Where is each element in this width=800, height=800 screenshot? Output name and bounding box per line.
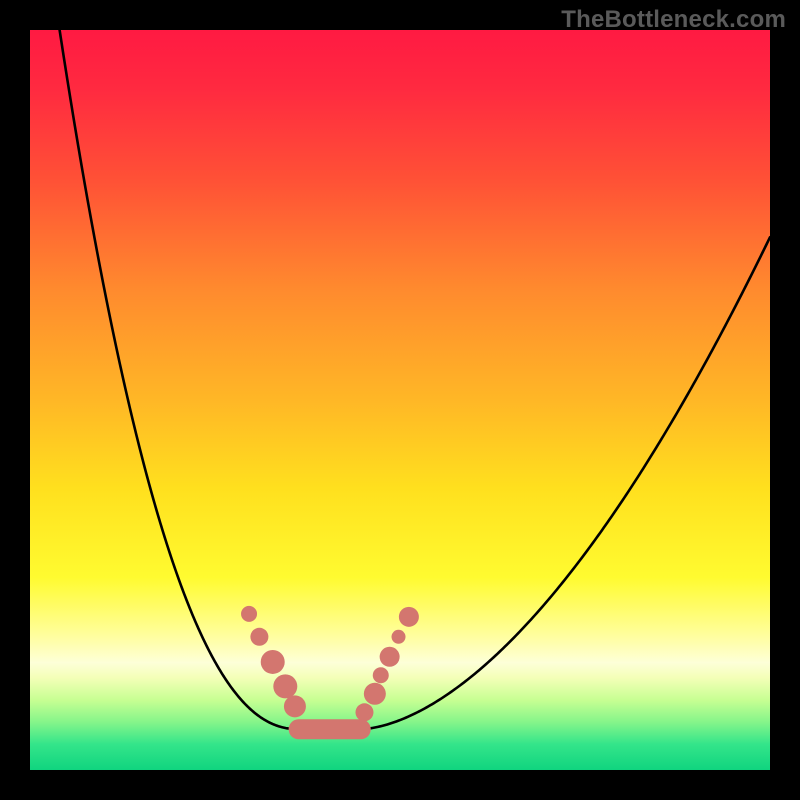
data-point-marker [250,628,268,646]
watermark-text: TheBottleneck.com [561,6,786,34]
data-point-marker [241,606,257,622]
data-point-marker [373,667,389,683]
data-point-marker [355,703,373,721]
stage: TheBottleneck.com [0,0,800,800]
valley-pill-marker [289,719,371,739]
data-point-marker [364,683,386,705]
data-point-marker [399,607,419,627]
data-point-marker [273,674,297,698]
plot-area [30,30,770,770]
data-point-marker [284,695,306,717]
data-point-marker [392,630,406,644]
data-point-marker [261,650,285,674]
gradient-background [30,30,770,770]
chart-svg [30,30,770,770]
data-point-marker [380,647,400,667]
